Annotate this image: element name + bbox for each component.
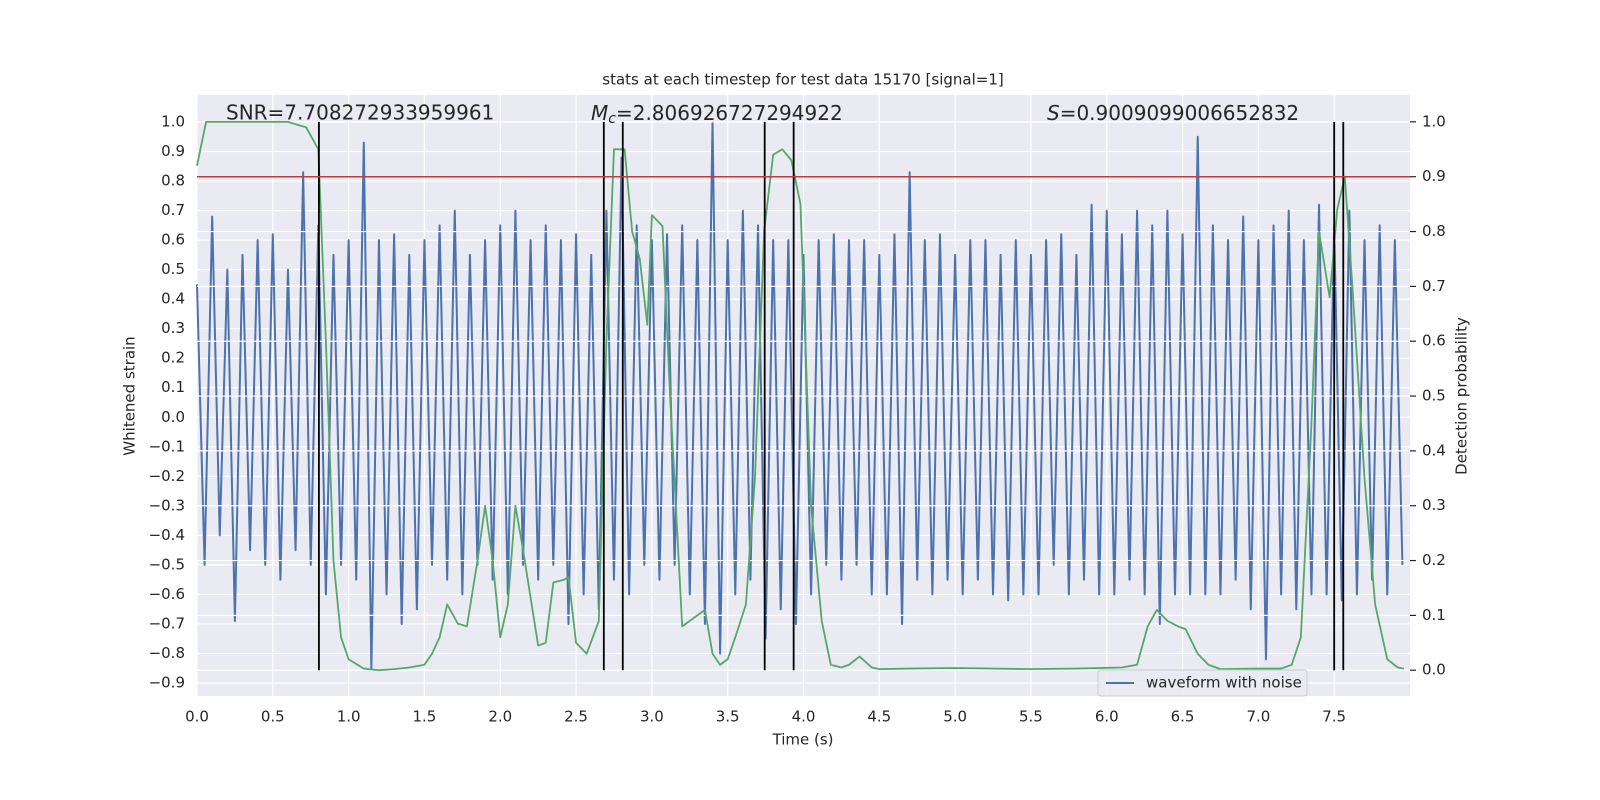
x-tick-label: 0.5 — [261, 708, 285, 726]
annotation-symbol: S — [1047, 101, 1060, 125]
y2-tick-label: 0.9 — [1422, 167, 1446, 185]
y2-tick-label: 0.7 — [1422, 277, 1446, 295]
y2-tick-label: 0.6 — [1422, 332, 1446, 350]
series-line — [196, 120, 1405, 672]
x-tick-label: 2.5 — [564, 708, 588, 726]
y2-tick-label: 0.1 — [1422, 606, 1446, 624]
y2-tick-label: 0.2 — [1422, 551, 1446, 569]
annotation-subscript: c — [608, 111, 616, 127]
y-tick-label: 0.7 — [161, 201, 185, 219]
y-tick-label: 0.6 — [161, 231, 185, 249]
annotation: Mc=2.806926727294922 — [591, 101, 843, 128]
y-tick-label: −0.2 — [149, 467, 185, 485]
x-tick-label: 7.5 — [1322, 708, 1346, 726]
x-tick-label: 3.0 — [640, 708, 664, 726]
y-tick-label: 0.2 — [161, 349, 185, 367]
x-tick-label: 5.5 — [1019, 708, 1043, 726]
legend: waveform with noise — [1097, 669, 1308, 697]
annotation: SNR=7.708272933959961 — [226, 101, 494, 125]
x-axis-label: Time (s) — [772, 731, 834, 749]
chart-title: stats at each timestep for test data 151… — [602, 71, 1003, 89]
x-tick-label: 2.0 — [488, 708, 512, 726]
x-tick-label: 3.5 — [716, 708, 740, 726]
y-tick-label: −0.1 — [149, 437, 185, 455]
y2-tick-label: 0.4 — [1422, 441, 1446, 459]
x-tick-label: 0.0 — [185, 708, 209, 726]
y-tick-label: −0.9 — [149, 674, 185, 692]
y2-tick-label: 1.0 — [1422, 112, 1446, 130]
x-tick-label: 4.5 — [867, 708, 891, 726]
y-tick-label: 0.8 — [161, 172, 185, 190]
legend-box — [1097, 669, 1308, 697]
y-tick-label: −0.4 — [149, 526, 185, 544]
x-tick-label: 1.0 — [337, 708, 361, 726]
legend-label: waveform with noise — [1146, 674, 1302, 692]
y-tick-label: 1.0 — [161, 113, 185, 131]
y2-axis-label: Detection probability — [1453, 317, 1471, 475]
y-tick-label: 0.0 — [161, 408, 185, 426]
x-tick-label: 6.5 — [1171, 708, 1195, 726]
y2-tick-label: 0.3 — [1422, 496, 1446, 514]
annotation: S=0.9009099006652832 — [1047, 101, 1299, 125]
y2-tick-label: 0.0 — [1422, 661, 1446, 679]
y-tick-label: 0.1 — [161, 378, 185, 396]
y-tick-label: −0.5 — [149, 555, 185, 573]
y-tick-label: −0.8 — [149, 644, 185, 662]
x-tick-label: 7.0 — [1246, 708, 1270, 726]
annotation-text: =2.806926727294922 — [616, 101, 843, 125]
y-tick-label: 0.9 — [161, 142, 185, 160]
y2-tick-label: 0.5 — [1422, 387, 1446, 405]
y-tick-label: 0.3 — [161, 319, 185, 337]
waveform-layer — [196, 121, 1404, 670]
y-tick-label: 0.4 — [161, 290, 185, 308]
series-line — [196, 121, 1404, 670]
y-tick-label: −0.7 — [149, 614, 185, 632]
x-tick-label: 4.0 — [792, 708, 816, 726]
y-tick-label: −0.6 — [149, 585, 185, 603]
x-tick-label: 6.0 — [1095, 708, 1119, 726]
annotation-symbol: M — [591, 101, 608, 125]
y-tick-label: 0.5 — [161, 260, 185, 278]
x-tick-label: 5.0 — [943, 708, 967, 726]
y-axis-label: Whitened strain — [121, 336, 139, 455]
x-tick-label: 1.5 — [413, 708, 437, 726]
y-tick-label: −0.3 — [149, 496, 185, 514]
annotation-text: =0.9009099006652832 — [1060, 101, 1299, 125]
y2-tick-label: 0.8 — [1422, 222, 1446, 240]
